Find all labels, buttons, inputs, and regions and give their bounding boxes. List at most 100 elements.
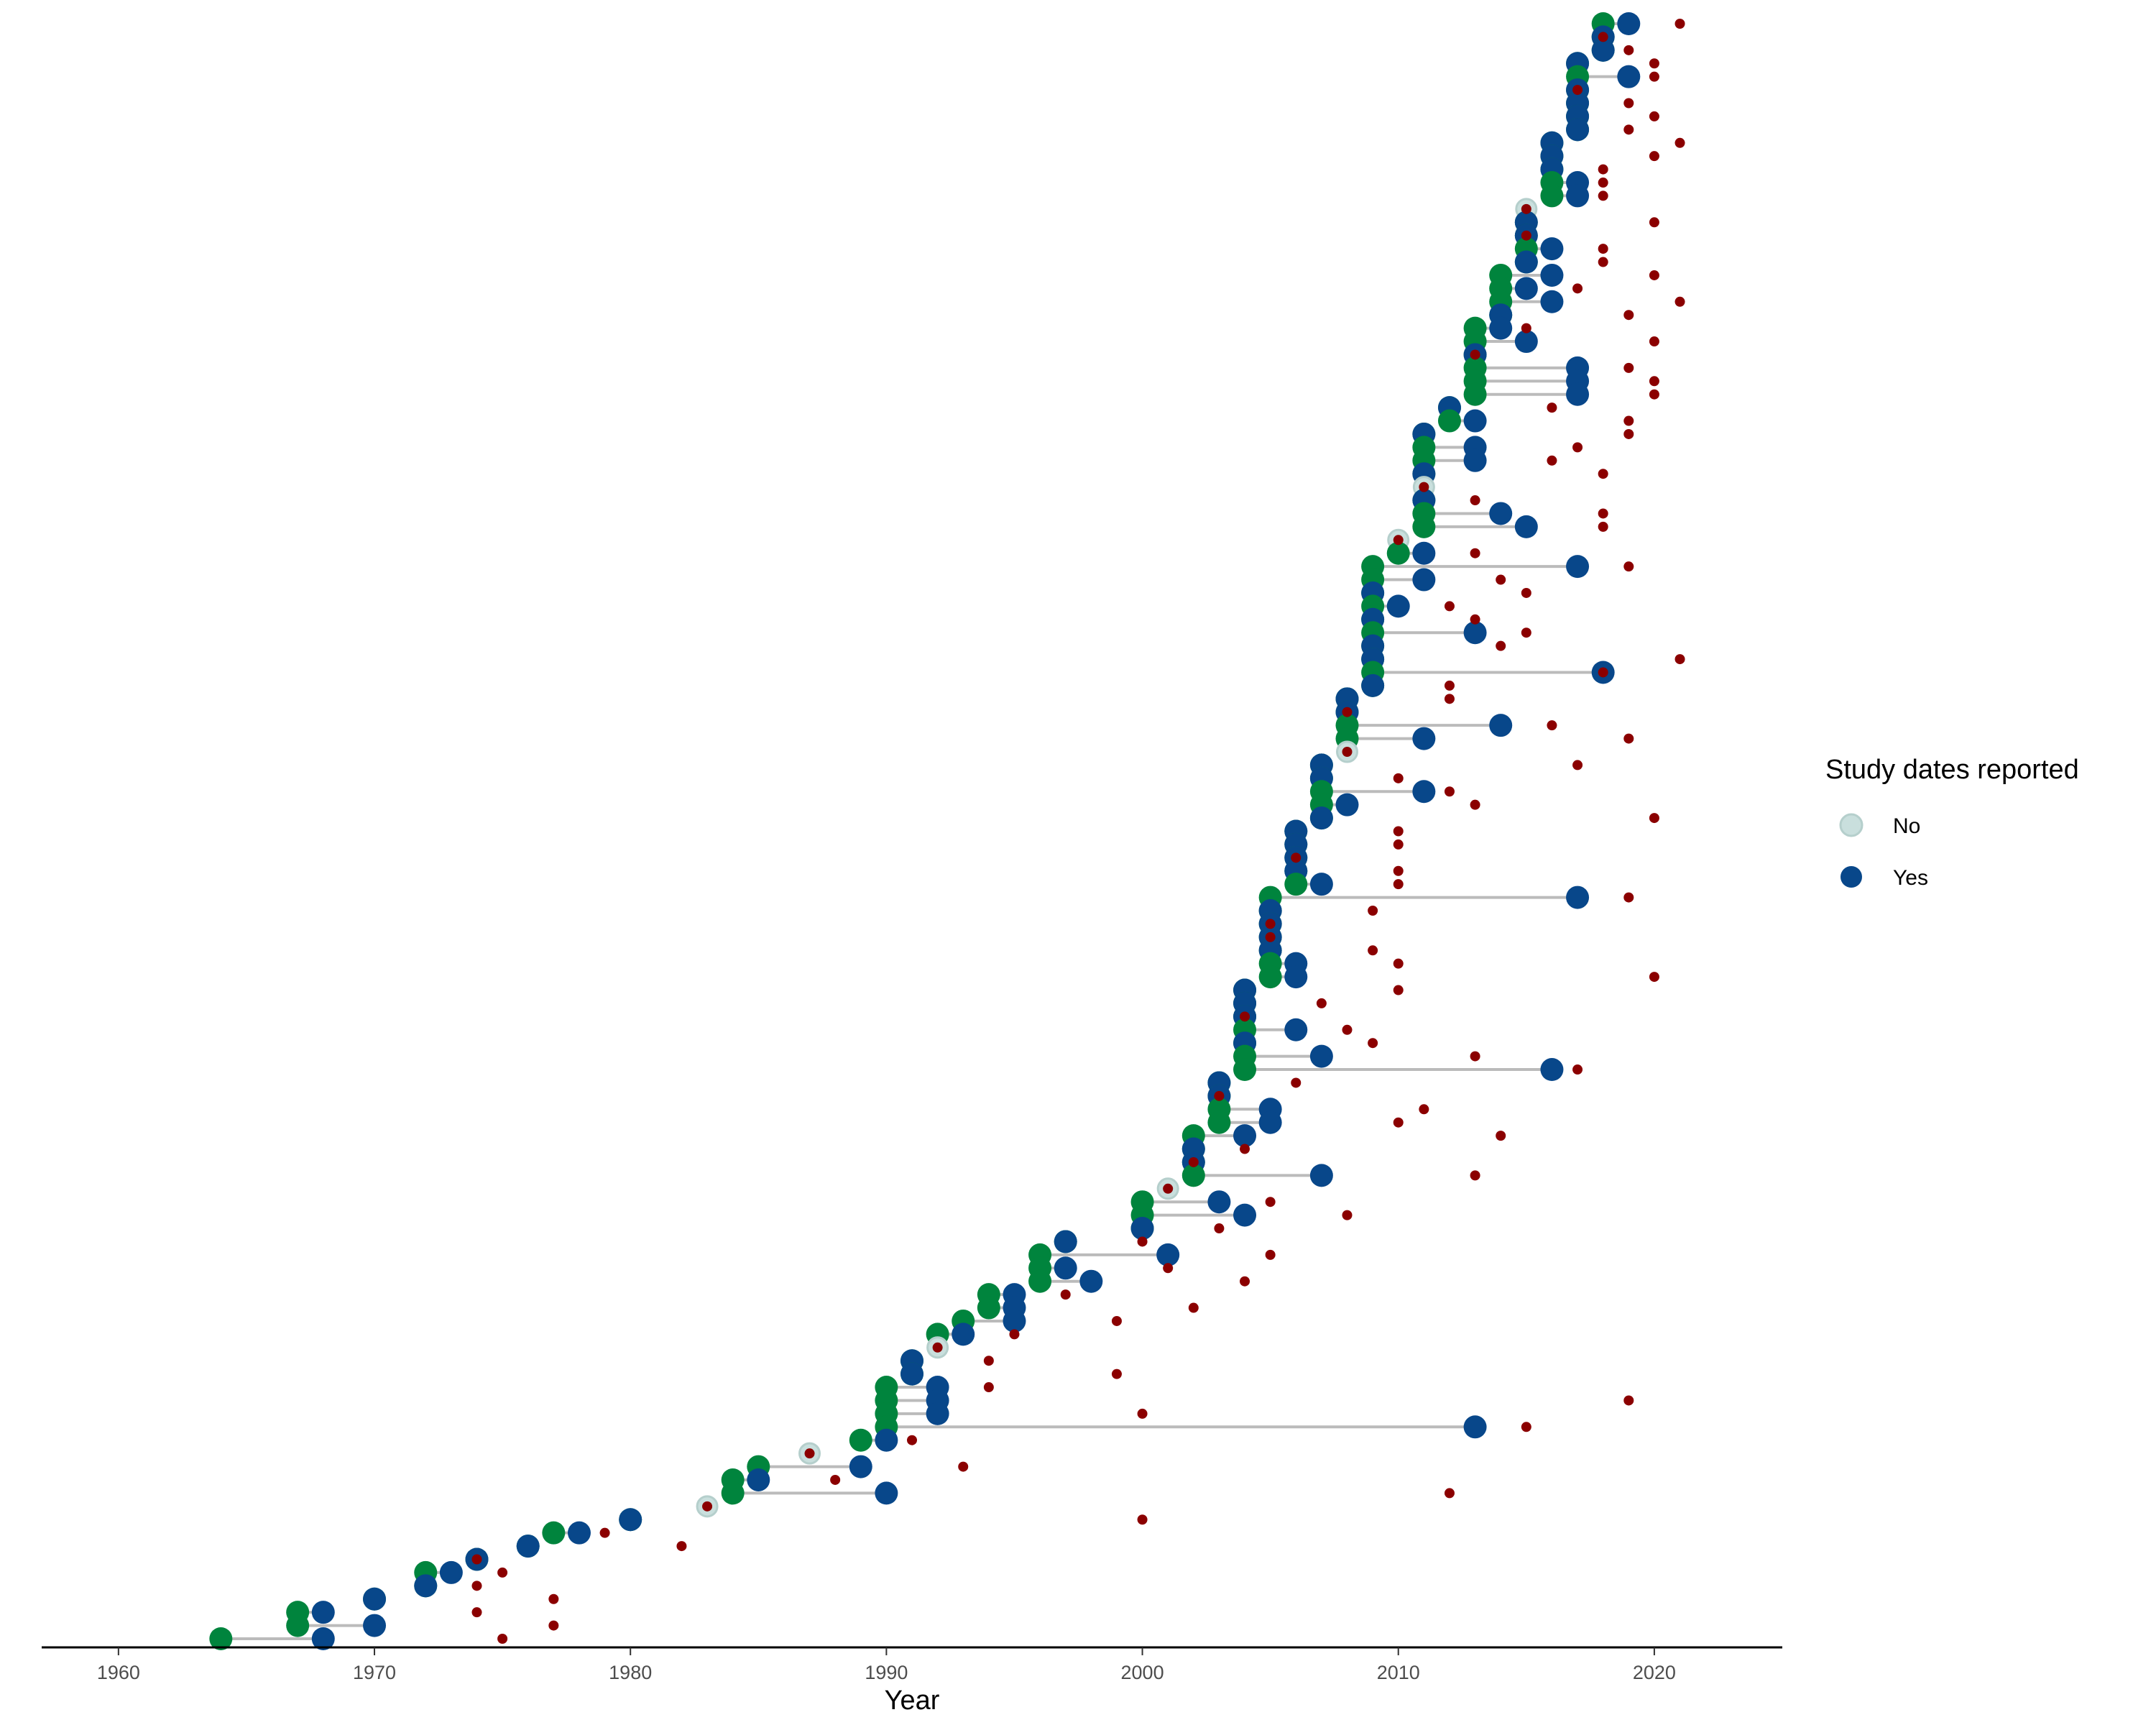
publication-point — [932, 1342, 943, 1353]
study-start-point — [1207, 1110, 1231, 1134]
publication-point — [1444, 680, 1455, 691]
study-start-point — [542, 1521, 566, 1545]
publication-point — [1496, 640, 1506, 651]
study-end-point — [1054, 1256, 1077, 1280]
study-end-point — [1284, 965, 1308, 989]
publication-point — [548, 1593, 559, 1604]
publication-point — [1674, 296, 1685, 307]
publication-point — [1393, 839, 1404, 850]
publication-point — [1444, 1488, 1455, 1499]
study-end-point — [1489, 502, 1513, 525]
publication-point — [1470, 614, 1480, 625]
study-end-point — [1054, 1230, 1077, 1254]
study-end-point — [1233, 1203, 1257, 1227]
study-end-point — [1540, 263, 1564, 287]
publication-point — [1470, 1170, 1480, 1181]
study-end-point — [1463, 448, 1487, 472]
publication-point — [1674, 654, 1685, 665]
study-end-point — [311, 1627, 335, 1650]
publication-point — [1111, 1315, 1122, 1326]
publication-point — [1163, 1263, 1174, 1274]
x-tick-label: 2020 — [1633, 1662, 1676, 1683]
publication-point — [1649, 217, 1659, 228]
publication-point — [1214, 1090, 1225, 1101]
publication-point — [1393, 773, 1404, 783]
study-start-point — [1540, 184, 1564, 208]
publication-point — [1598, 244, 1608, 254]
x-axis-title: Year — [885, 1685, 940, 1716]
study-end-point — [414, 1574, 438, 1598]
study-end-point — [926, 1402, 949, 1425]
study-start-point — [1437, 409, 1461, 433]
publication-point — [1163, 1183, 1174, 1194]
publication-point — [1623, 892, 1634, 903]
study-end-point — [1309, 1044, 1333, 1068]
publication-point — [599, 1527, 610, 1538]
publication-point — [1598, 521, 1608, 532]
publication-point — [1188, 1156, 1199, 1167]
x-axis-ticks: 1960 1970 1980 1990 2000 2010 2020 — [97, 1647, 1676, 1683]
study-end-point — [1540, 1058, 1564, 1082]
publication-point — [983, 1356, 994, 1366]
publication-point — [548, 1620, 559, 1631]
publication-point — [1649, 813, 1659, 824]
publication-point — [1265, 1197, 1276, 1208]
publication-point — [1623, 1395, 1634, 1406]
x-tick-label: 1960 — [97, 1662, 140, 1683]
publication-point — [1623, 733, 1634, 744]
publication-point — [907, 1435, 917, 1445]
publication-point — [1572, 1064, 1583, 1075]
study-end-point — [1003, 1309, 1026, 1333]
study-end-point — [1412, 568, 1436, 592]
publication-point — [1240, 1276, 1250, 1287]
publication-point — [1316, 998, 1327, 1008]
publication-point — [1598, 32, 1608, 42]
study-end-point — [1591, 38, 1615, 62]
x-tick-label: 1980 — [609, 1662, 652, 1683]
publication-point — [1393, 535, 1404, 546]
publication-point — [1291, 852, 1302, 863]
publication-point — [1521, 627, 1531, 638]
publication-point — [1496, 574, 1506, 585]
legend-label-no: No — [1893, 814, 1920, 838]
study-end-point — [1463, 409, 1487, 433]
publication-point — [1342, 746, 1353, 757]
study-end-point — [1207, 1190, 1231, 1214]
publication-point — [1342, 1024, 1353, 1035]
study-end-point — [311, 1601, 335, 1624]
study-start-point — [286, 1614, 310, 1637]
study-end-point — [1566, 886, 1590, 909]
study-start-point — [1028, 1269, 1052, 1293]
publication-point — [1444, 786, 1455, 797]
publication-point — [1393, 1117, 1404, 1128]
study-end-point — [1617, 12, 1641, 35]
publication-point — [1009, 1329, 1020, 1340]
publication-point — [1623, 561, 1634, 572]
publication-point — [1649, 111, 1659, 121]
publication-point — [1649, 270, 1659, 280]
study-end-point — [1540, 237, 1564, 261]
publication-point — [1496, 1131, 1506, 1141]
study-markers — [209, 12, 1641, 1650]
study-end-point — [363, 1587, 387, 1611]
study-end-point — [1540, 290, 1564, 313]
study-end-point — [1309, 873, 1333, 896]
study-end-point — [1335, 793, 1359, 816]
publication-point — [1547, 402, 1557, 413]
study-start-point — [849, 1428, 872, 1452]
study-end-point — [1284, 1018, 1308, 1041]
publication-point — [1572, 760, 1583, 770]
study-end-point — [1412, 541, 1436, 565]
study-end-point — [1130, 1217, 1154, 1241]
study-end-point — [1514, 277, 1538, 300]
legend-key-yes — [1841, 866, 1862, 888]
publication-point — [471, 1607, 482, 1618]
study-end-point — [516, 1535, 540, 1558]
publication-point — [1342, 707, 1353, 717]
study-end-point — [439, 1560, 463, 1584]
publication-point — [1598, 257, 1608, 267]
publication-point — [1368, 1038, 1378, 1049]
publication-point — [497, 1567, 508, 1578]
publication-point — [1623, 362, 1634, 373]
publication-point — [1598, 508, 1608, 519]
